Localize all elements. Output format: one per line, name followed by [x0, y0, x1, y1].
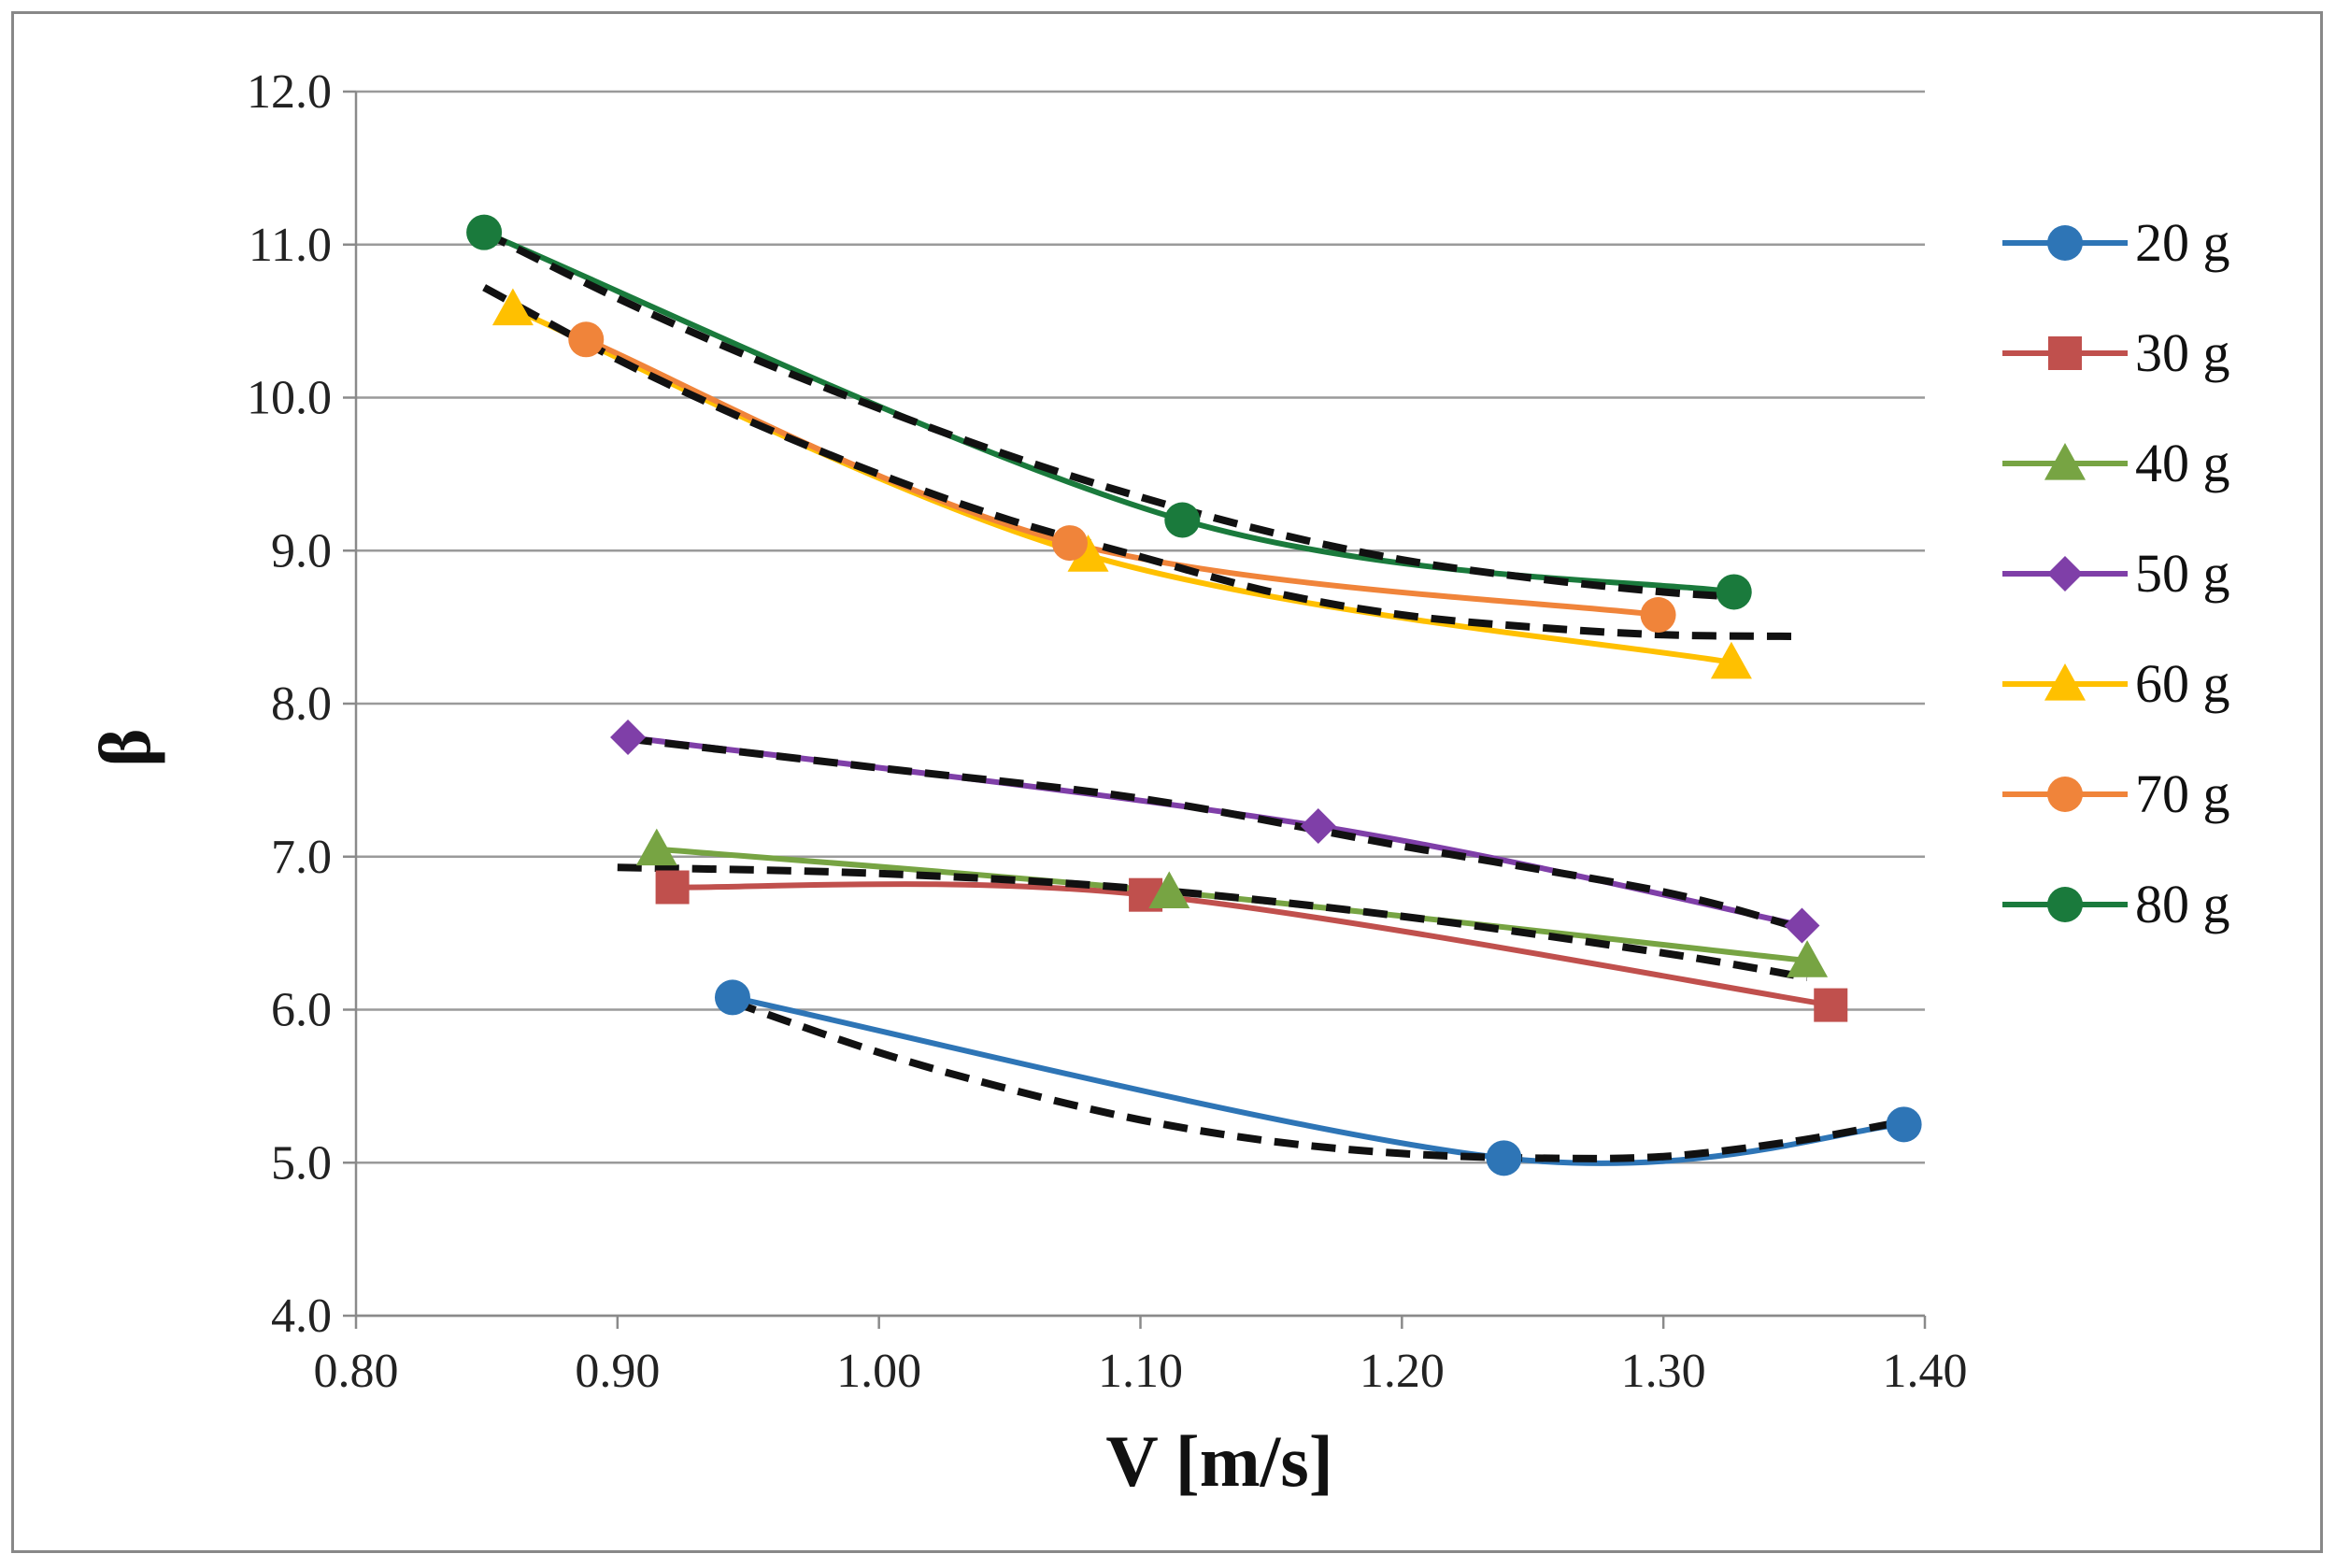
fit-50g-curve	[627, 734, 1803, 933]
x-tick-label: 1.40	[1883, 1345, 1968, 1398]
legend-marker-20g	[2047, 225, 2083, 261]
legend-label-70g: 70 g	[2135, 763, 2230, 824]
grid-lines	[356, 90, 1925, 1318]
axes	[343, 90, 1927, 1329]
fit-20g-curve	[731, 998, 1905, 1162]
data-point-80g	[1164, 502, 1201, 538]
y-tick-label: 9.0	[271, 524, 332, 577]
data-point-70g	[1051, 525, 1088, 562]
fit-80g-curve	[482, 229, 1734, 601]
series-lines	[481, 229, 1907, 1166]
legend-marker-50g	[2047, 556, 2083, 592]
legend-marker-70g	[2047, 777, 2083, 812]
data-point-80g	[1716, 574, 1752, 610]
legend: 20 g 30 g 40 g 50 g 60 g 70 g 80 g	[2002, 212, 2230, 934]
data-point-40g	[1148, 871, 1190, 909]
legend-marker-40g	[2044, 443, 2086, 480]
x-tick-label: 1.20	[1360, 1345, 1445, 1398]
legend-label-30g: 30 g	[2135, 322, 2230, 383]
data-point-70g	[1640, 597, 1676, 634]
legend-label-60g: 60 g	[2135, 653, 2230, 714]
data-point-30g	[1814, 988, 1848, 1022]
series-line-80g	[481, 229, 1737, 595]
tick-labels: 4.0 5.0 6.0 7.0 8.0 9.0 10.0 11.0 12.0 0.80 0.90 1.…	[247, 65, 1968, 1398]
x-tick-label: 1.00	[836, 1345, 921, 1398]
y-tick-label: 6.0	[271, 984, 332, 1037]
data-point-20g	[1886, 1106, 1922, 1143]
y-tick-label: 7.0	[271, 831, 332, 884]
series-line-60g	[509, 306, 1734, 665]
y-axis-title: β	[84, 728, 165, 766]
fit-60-70g-curve	[482, 284, 1795, 640]
legend-label-20g: 20 g	[2135, 212, 2230, 273]
data-point-60g	[1710, 641, 1752, 679]
legend-marker-80g	[2047, 887, 2083, 922]
x-tick-label: 0.80	[314, 1345, 399, 1398]
x-axis-title: V [m/s]	[1105, 1420, 1332, 1502]
data-point-30g	[655, 870, 690, 905]
legend-marker-60g	[2044, 663, 2086, 701]
y-tick-label: 11.0	[249, 219, 332, 272]
chart-frame: 4.0 5.0 6.0 7.0 8.0 9.0 10.0 11.0 12.0 0.80 0.90 1.…	[11, 11, 2323, 1553]
y-tick-label: 12.0	[247, 65, 332, 119]
y-tick-label: 10.0	[247, 372, 332, 425]
y-tick-label: 8.0	[271, 677, 332, 731]
y-tick-label: 5.0	[271, 1136, 332, 1190]
legend-label-50g: 50 g	[2135, 543, 2230, 604]
legend-label-80g: 80 g	[2135, 874, 2230, 934]
data-point-40g	[635, 828, 677, 866]
data-point-50g	[1784, 907, 1820, 944]
chart-svg: 4.0 5.0 6.0 7.0 8.0 9.0 10.0 11.0 12.0 0.80 0.90 1.…	[84, 65, 2230, 1502]
data-point-60g	[1067, 535, 1109, 572]
data-point-70g	[568, 321, 605, 358]
data-point-80g	[466, 214, 503, 250]
y-tick-label: 4.0	[271, 1290, 332, 1343]
data-markers	[466, 214, 1922, 1176]
legend-marker-30g	[2048, 336, 2082, 370]
legend-label-40g: 40 g	[2135, 433, 2230, 493]
data-point-50g	[610, 720, 647, 756]
data-point-60g	[491, 288, 534, 326]
data-point-40g	[1787, 940, 1829, 977]
x-tick-label: 1.10	[1098, 1345, 1183, 1398]
series-line-20g	[730, 994, 1907, 1166]
data-point-20g	[1486, 1140, 1522, 1176]
fit-curves	[482, 229, 1905, 1162]
x-tick-label: 0.90	[575, 1345, 660, 1398]
fit-30-40g-curve	[617, 863, 1808, 982]
data-point-20g	[714, 979, 750, 1016]
data-point-50g	[1300, 808, 1336, 844]
x-tick-label: 1.30	[1621, 1345, 1706, 1398]
